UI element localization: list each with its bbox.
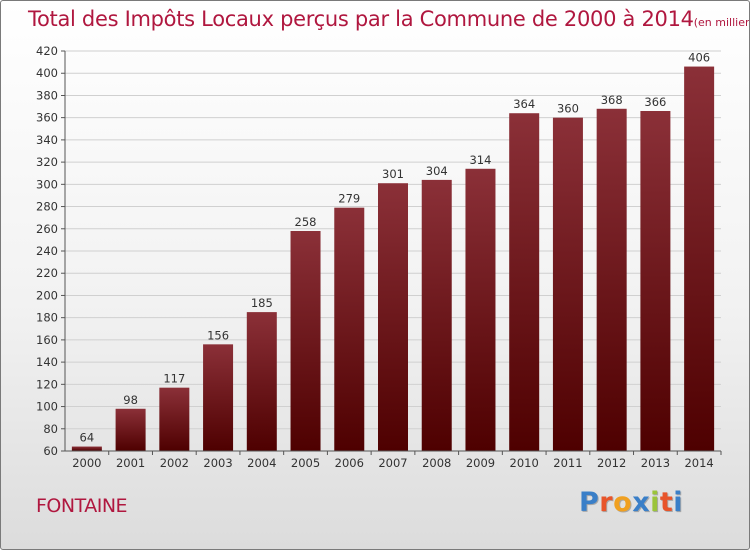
bar-2007 bbox=[378, 183, 408, 451]
bar-2011 bbox=[552, 117, 583, 452]
chart-title-text: Total des Impôts Locaux perçus par la Co… bbox=[28, 7, 694, 31]
bar-value-label: 117 bbox=[163, 372, 185, 386]
bar-value-label: 301 bbox=[382, 167, 404, 181]
bar-value-label: 258 bbox=[295, 215, 317, 229]
chart-unit-label: (en milliers d'€) bbox=[693, 16, 750, 29]
x-tick-label: 2001 bbox=[116, 456, 145, 470]
x-tick-label: 2008 bbox=[422, 456, 451, 470]
y-axis: 60 80 100 120 140 160 180 200 220 240 260 280 300 320… bbox=[36, 44, 66, 458]
x-tick-label: 2009 bbox=[466, 456, 495, 470]
bar-value-label: 360 bbox=[557, 102, 579, 116]
y-tick-label: 300 bbox=[36, 177, 58, 191]
y-tick-label: 380 bbox=[36, 88, 58, 102]
y-tick-label: 420 bbox=[36, 44, 58, 58]
logo-letter: x bbox=[632, 487, 651, 518]
bar-value-label: 368 bbox=[601, 93, 623, 107]
bar-2008 bbox=[421, 179, 452, 451]
y-tick-label: 160 bbox=[36, 333, 58, 347]
y-tick-label: 280 bbox=[36, 200, 58, 214]
y-tick-label: 260 bbox=[36, 222, 58, 236]
bar-2004 bbox=[246, 312, 277, 451]
y-tick-label: 360 bbox=[36, 111, 58, 125]
x-tick-label: 2007 bbox=[378, 456, 407, 470]
x-tick-label: 2012 bbox=[597, 456, 626, 470]
y-tick-label: 100 bbox=[36, 400, 58, 414]
bar-2002 bbox=[159, 387, 190, 451]
bars: 64 98 117 156 185 258 279 301 304 314 364 360 368 366… bbox=[71, 51, 715, 452]
bar-value-label: 406 bbox=[688, 51, 710, 65]
y-tick-label: 220 bbox=[36, 266, 58, 280]
logo-letter: P bbox=[579, 487, 600, 518]
bar-2009 bbox=[465, 168, 496, 451]
x-tick-label: 2005 bbox=[291, 456, 320, 470]
y-tick-label: 400 bbox=[36, 66, 58, 80]
bar-value-label: 279 bbox=[338, 192, 360, 206]
y-tick-label: 180 bbox=[36, 311, 58, 325]
bar-value-label: 64 bbox=[80, 431, 95, 445]
bar-value-label: 364 bbox=[513, 97, 535, 111]
bar-value-label: 185 bbox=[251, 296, 273, 310]
bar-value-label: 156 bbox=[207, 328, 229, 342]
bar-2003 bbox=[203, 344, 234, 451]
x-tick-label: 2003 bbox=[203, 456, 232, 470]
logo-letter: t bbox=[659, 487, 674, 518]
bar-2006 bbox=[334, 207, 365, 451]
bar-2005 bbox=[290, 231, 321, 451]
x-tick-label: 2013 bbox=[641, 456, 670, 470]
bar-value-label: 314 bbox=[469, 153, 491, 167]
x-axis: 2000 2001 2002 2003 2004 2005 2006 2007 2008 2009… bbox=[65, 450, 722, 470]
bar-2012 bbox=[596, 108, 627, 452]
bar-value-label: 366 bbox=[644, 95, 666, 109]
x-tick-label: 2010 bbox=[510, 456, 539, 470]
logo-letter: r bbox=[599, 487, 614, 518]
bar-2013 bbox=[640, 111, 671, 451]
bar-2000 bbox=[71, 446, 102, 451]
logo-letter: i bbox=[673, 487, 684, 518]
y-tick-label: 60 bbox=[43, 444, 58, 458]
x-tick-label: 2011 bbox=[553, 456, 582, 470]
y-tick-label: 340 bbox=[36, 133, 58, 147]
bar-2001 bbox=[115, 408, 146, 451]
y-tick-label: 240 bbox=[36, 244, 58, 258]
bar-2010 bbox=[509, 113, 540, 451]
logo-letter: i bbox=[650, 487, 660, 518]
y-tick-label: 320 bbox=[36, 155, 58, 169]
x-tick-label: 2006 bbox=[335, 456, 364, 470]
proxiti-logo[interactable]: Proxiti bbox=[579, 487, 683, 518]
x-tick-label: 2000 bbox=[72, 456, 101, 470]
y-tick-label: 80 bbox=[43, 422, 58, 436]
x-tick-label: 2002 bbox=[160, 456, 189, 470]
bar-value-label: 98 bbox=[123, 393, 138, 407]
chart-title: Total des Impôts Locaux perçus par la Co… bbox=[28, 7, 750, 31]
y-tick-label: 200 bbox=[36, 288, 58, 302]
x-tick-label: 2014 bbox=[684, 456, 713, 470]
commune-name: FONTAINE bbox=[36, 495, 128, 517]
logo-letter: o bbox=[613, 487, 633, 518]
x-tick-label: 2004 bbox=[247, 456, 276, 470]
bar-2014 bbox=[684, 66, 715, 452]
y-tick-label: 120 bbox=[36, 377, 58, 391]
y-tick-label: 140 bbox=[36, 355, 58, 369]
bar-value-label: 304 bbox=[426, 164, 448, 178]
